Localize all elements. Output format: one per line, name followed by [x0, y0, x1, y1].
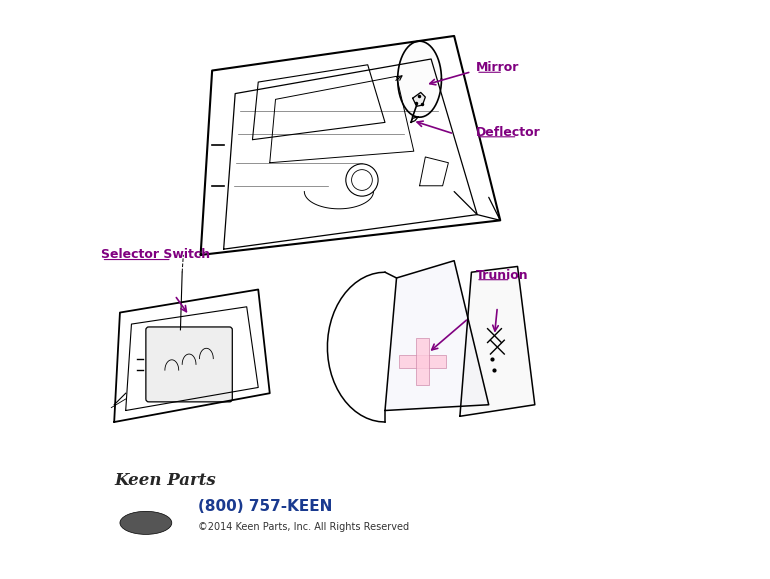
Text: Deflector: Deflector	[476, 126, 541, 139]
Text: ©2014 Keen Parts, Inc. All Rights Reserved: ©2014 Keen Parts, Inc. All Rights Reserv…	[198, 522, 409, 532]
Polygon shape	[385, 261, 489, 411]
FancyBboxPatch shape	[146, 327, 233, 402]
Polygon shape	[460, 266, 535, 416]
Bar	[400, 354, 446, 368]
Text: (800) 757-KEEN: (800) 757-KEEN	[198, 499, 332, 514]
Text: Mirror: Mirror	[476, 61, 520, 74]
Polygon shape	[413, 93, 425, 107]
Text: Trunion: Trunion	[476, 269, 529, 281]
Text: Keen Parts: Keen Parts	[114, 472, 216, 489]
Ellipse shape	[120, 511, 172, 534]
Polygon shape	[398, 41, 441, 117]
Text: Selector Switch: Selector Switch	[102, 248, 211, 262]
Bar	[416, 339, 430, 384]
